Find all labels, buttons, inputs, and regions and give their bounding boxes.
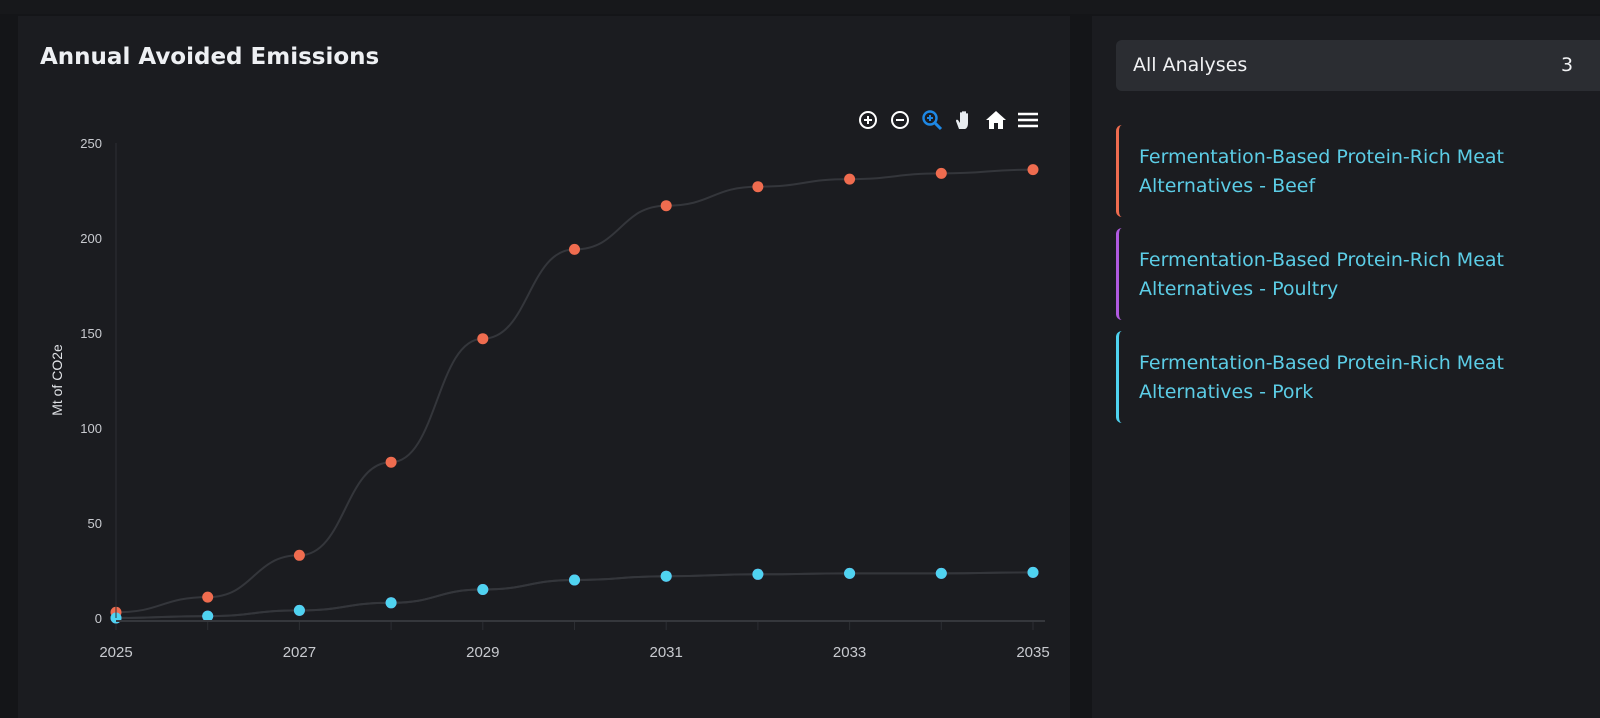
y-tick-label: 150 xyxy=(80,326,102,341)
series-line-0 xyxy=(115,168,1034,614)
y-axis-label: Mt of CO2e xyxy=(49,344,65,416)
x-tick-label: 2027 xyxy=(283,644,316,661)
legend-item-beef[interactable]: Fermentation-Based Protein-Rich Meat Alte… xyxy=(1116,125,1536,217)
chart-title: Annual Avoided Emissions xyxy=(40,44,380,70)
legend-label-line1: Fermentation-Based Protein-Rich Meat xyxy=(1139,249,1504,271)
data-point xyxy=(385,597,397,609)
y-tick-label: 100 xyxy=(80,421,102,436)
data-point xyxy=(202,591,214,603)
x-tick-label: 2033 xyxy=(833,644,866,661)
pan-icon[interactable] xyxy=(952,108,976,132)
x-tick-label: 2025 xyxy=(99,644,132,661)
top-bar xyxy=(0,0,1600,14)
data-point xyxy=(569,243,580,255)
legend-label-line2: Alternatives - Poultry xyxy=(1139,278,1339,300)
x-tick-label: 2029 xyxy=(466,644,499,661)
data-point xyxy=(1027,566,1039,578)
data-point xyxy=(477,584,489,595)
data-point xyxy=(660,200,672,212)
dropdown-value: All Analyses xyxy=(1133,54,1248,76)
data-point xyxy=(293,604,305,616)
y-tick-label: 0 xyxy=(95,611,102,626)
y-tick-label: 250 xyxy=(80,136,102,151)
dropdown-count: 3 xyxy=(1561,54,1574,76)
menu-icon[interactable] xyxy=(1016,108,1040,132)
legend-item-pork[interactable]: Fermentation-Based Protein-Rich Meat Alte… xyxy=(1116,331,1536,423)
legend-color-bar xyxy=(1116,125,1122,217)
y-tick-label: 200 xyxy=(80,231,102,246)
data-point xyxy=(477,333,489,345)
data-point xyxy=(752,568,764,580)
zoom-out-icon[interactable] xyxy=(888,108,912,132)
legend-label-line2: Alternatives - Pork xyxy=(1139,381,1314,403)
data-point xyxy=(752,181,764,193)
data-point xyxy=(1027,164,1039,176)
y-tick-label: 50 xyxy=(88,516,102,531)
data-point xyxy=(844,567,856,579)
home-icon[interactable] xyxy=(984,108,1008,132)
selection-zoom-icon[interactable] xyxy=(920,108,944,132)
data-point xyxy=(935,167,947,179)
data-point xyxy=(935,567,947,579)
chart-toolbar xyxy=(856,108,1040,132)
data-point xyxy=(202,610,214,622)
legend-color-bar xyxy=(1116,331,1122,423)
legend-label-line1: Fermentation-Based Protein-Rich Meat xyxy=(1139,352,1504,374)
data-point xyxy=(385,456,397,468)
data-point xyxy=(293,549,305,561)
x-tick-label: 2035 xyxy=(1016,644,1049,661)
legend-item-poultry[interactable]: Fermentation-Based Protein-Rich Meat Alte… xyxy=(1116,228,1536,320)
sidebar: All Analyses 3 Fermentation-Based Protei… xyxy=(1092,16,1600,718)
zoom-in-icon[interactable] xyxy=(856,108,880,132)
data-point xyxy=(569,574,580,586)
x-tick-label: 2031 xyxy=(650,644,683,661)
data-point xyxy=(660,570,672,582)
legend-color-bar xyxy=(1116,228,1122,320)
data-point xyxy=(844,173,856,185)
legend-label-line1: Fermentation-Based Protein-Rich Meat xyxy=(1139,146,1504,168)
legend-label-line2: Alternatives - Beef xyxy=(1139,175,1316,197)
chart-panel: Annual Avoided Emissions xyxy=(18,16,1070,718)
analyses-dropdown[interactable]: All Analyses 3 xyxy=(1116,40,1600,91)
